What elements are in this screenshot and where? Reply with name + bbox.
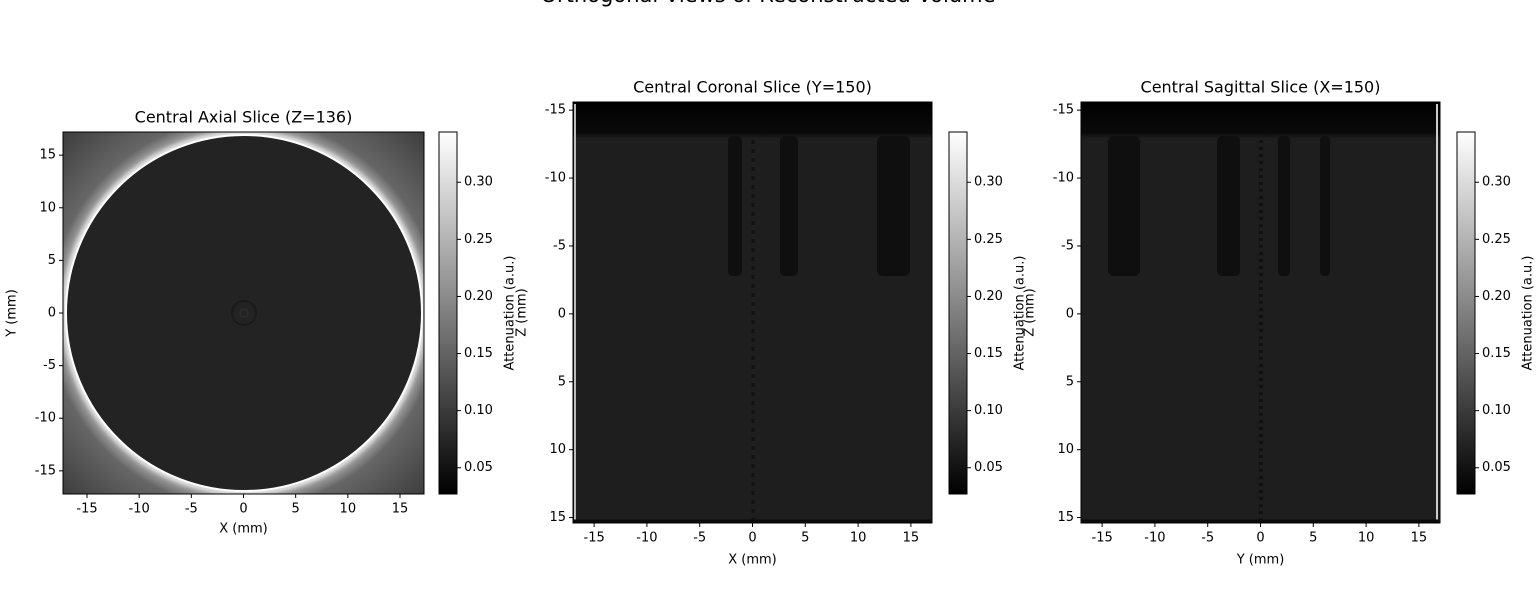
colorbar-tick-label: 0.15 xyxy=(974,346,1003,361)
y-tick-label: 0 xyxy=(48,306,56,321)
axial-image xyxy=(62,131,426,495)
y-tick-label: 15 xyxy=(1057,510,1074,525)
colorbar-tick-label: 0.25 xyxy=(1482,232,1511,247)
x-tick-label: 10 xyxy=(340,502,357,517)
y-tick-label: 15 xyxy=(39,148,56,163)
x-tick-label: 0 xyxy=(239,502,247,517)
colorbar-tick-label: 0.05 xyxy=(1482,460,1511,475)
y-tick-label: -10 xyxy=(545,171,566,186)
y-tick-label: -15 xyxy=(35,463,56,478)
colorbar-label: Attenuation (a.u.) xyxy=(1013,256,1028,371)
panel-title: Central Axial Slice (Z=136) xyxy=(135,108,353,127)
x-tick-label: 5 xyxy=(292,502,300,517)
y-tick-label: 5 xyxy=(1066,374,1074,389)
y-tick-label: -5 xyxy=(1061,238,1074,253)
y-tick-label: -5 xyxy=(43,358,56,373)
x-tick-label: 15 xyxy=(392,502,409,517)
y-axis-label: Y (mm) xyxy=(5,289,20,338)
colorbar-tick-label: 0.25 xyxy=(974,232,1003,247)
x-axis-label: Y (mm) xyxy=(1236,553,1285,568)
colorbar-label: Attenuation (a.u.) xyxy=(1521,256,1536,371)
colorbar-tick-label: 0.30 xyxy=(464,175,493,190)
y-axis-label: Z (mm) xyxy=(1023,288,1038,337)
y-tick-label: 10 xyxy=(39,200,56,215)
x-tick-label: 5 xyxy=(801,531,809,546)
x-tick-label: 5 xyxy=(1309,531,1317,546)
x-tick-label: -15 xyxy=(584,531,605,546)
colorbar-tick-label: 0.30 xyxy=(974,175,1003,190)
colorbar-tick-label: 0.05 xyxy=(464,460,493,475)
figure-title: Orthogonal Views of Reconstructed Volume xyxy=(541,0,996,7)
colorbar-tick-label: 0.30 xyxy=(1482,175,1511,190)
colorbar-tick-label: 0.25 xyxy=(464,232,493,247)
y-axis-label: Z (mm) xyxy=(515,288,530,337)
x-tick-label: -15 xyxy=(76,502,97,517)
y-tick-label: -15 xyxy=(1053,103,1074,118)
colorbar-tick-label: 0.20 xyxy=(464,289,493,304)
x-tick-label: 15 xyxy=(1411,531,1428,546)
colorbar-tick-label: 0.10 xyxy=(464,403,493,418)
x-tick-label: -5 xyxy=(693,531,706,546)
y-tick-label: -5 xyxy=(553,238,566,253)
x-tick-label: -10 xyxy=(129,502,150,517)
colorbar-tick-label: 0.05 xyxy=(974,460,1003,475)
colorbar xyxy=(948,131,968,495)
x-tick-label: 10 xyxy=(850,531,867,546)
colorbar-tick-label: 0.15 xyxy=(464,346,493,361)
x-axis-label: X (mm) xyxy=(728,553,777,568)
colorbar-tick-label: 0.15 xyxy=(1482,346,1511,361)
sagittal-image xyxy=(1081,102,1440,523)
x-tick-label: -15 xyxy=(1092,531,1113,546)
colorbar-label: Attenuation (a.u.) xyxy=(503,256,518,371)
colorbar-tick-label: 0.10 xyxy=(974,403,1003,418)
panel-title: Central Coronal Slice (Y=150) xyxy=(633,78,872,97)
y-tick-label: -15 xyxy=(545,103,566,118)
y-tick-label: 0 xyxy=(1066,306,1074,321)
y-tick-label: 10 xyxy=(549,442,566,457)
colorbar xyxy=(438,131,458,495)
y-tick-label: -10 xyxy=(35,411,56,426)
y-tick-label: 0 xyxy=(558,306,566,321)
y-tick-label: 15 xyxy=(549,510,566,525)
x-tick-label: -10 xyxy=(636,531,657,546)
colorbar-tick-label: 0.10 xyxy=(1482,403,1511,418)
x-tick-label: 0 xyxy=(748,531,756,546)
colorbar xyxy=(1456,131,1476,495)
y-tick-label: 5 xyxy=(48,253,56,268)
x-axis-label: X (mm) xyxy=(219,522,268,537)
y-tick-label: 5 xyxy=(558,374,566,389)
colorbar-tick-label: 0.20 xyxy=(1482,289,1511,304)
coronal-image xyxy=(573,102,932,523)
y-tick-label: 10 xyxy=(1057,442,1074,457)
x-tick-label: -5 xyxy=(1201,531,1214,546)
x-tick-label: -10 xyxy=(1144,531,1165,546)
x-tick-label: 10 xyxy=(1358,531,1375,546)
x-tick-label: -5 xyxy=(185,502,198,517)
y-tick-label: -10 xyxy=(1053,171,1074,186)
panel-title: Central Sagittal Slice (X=150) xyxy=(1141,78,1381,97)
x-tick-label: 15 xyxy=(903,531,920,546)
colorbar-tick-label: 0.20 xyxy=(974,289,1003,304)
x-tick-label: 0 xyxy=(1256,531,1264,546)
